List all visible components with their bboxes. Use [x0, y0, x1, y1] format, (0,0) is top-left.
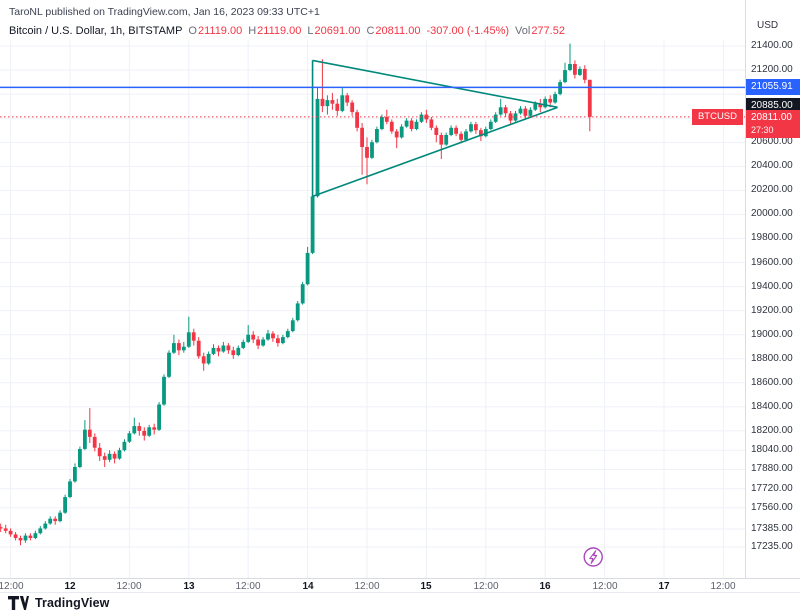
close-value: 20811.00 — [375, 25, 421, 37]
price-axis-label: 21400.00 — [751, 40, 793, 51]
time-axis-label: 13 — [183, 581, 195, 592]
footer-bar: TradingView — [0, 592, 800, 612]
time-axis-label: 12:00 — [235, 581, 261, 592]
time-axis-label: 17 — [658, 581, 670, 592]
volume: Vol277.52 — [515, 25, 565, 37]
last-price-value: 20811.00 — [751, 112, 792, 123]
candles-layer — [0, 43, 592, 546]
price-axis-label: 20000.00 — [751, 208, 793, 219]
volume-value: 277.52 — [531, 25, 565, 37]
ohlc-close: C20811.00 — [366, 25, 420, 37]
time-axis-label: 12:00 — [0, 581, 24, 592]
low-value: 20691.00 — [314, 25, 361, 37]
price-scale[interactable]: USD 21400.00 21200.00 20600.00 20400.00 2020… — [745, 0, 800, 578]
price-axis-label: 20200.00 — [751, 184, 793, 195]
price-axis-label: 18040.00 — [751, 444, 793, 455]
time-axis-label: 12:00 — [354, 581, 380, 592]
price-axis-label: 19000.00 — [751, 329, 793, 340]
close-label: C — [366, 25, 375, 37]
open-label: O — [188, 25, 197, 37]
price-axis-label: 20600.00 — [751, 136, 793, 147]
price-axis-label: 17385.00 — [751, 523, 793, 534]
price-axis-label: 17880.00 — [751, 463, 793, 474]
time-axis-label: 12 — [64, 581, 76, 592]
high-label: H — [248, 25, 257, 37]
time-axis-label: 12:00 — [473, 581, 499, 592]
pennant-drawing[interactable] — [311, 59, 558, 198]
hline-price-badge: 21055.91 — [746, 79, 800, 95]
time-axis-label: 16 — [539, 581, 551, 592]
time-axis-label: 12:00 — [592, 581, 618, 592]
last-price-badge: 20811.00 27:30 — [746, 110, 800, 138]
time-scale[interactable]: 12:00 12 12:00 13 12:00 14 12:00 15 12:00 16 12:00… — [0, 578, 800, 593]
flash-icon[interactable] — [583, 547, 603, 567]
price-axis-label: 19800.00 — [751, 232, 793, 243]
low-label: L — [307, 25, 314, 37]
price-axis-label: 19600.00 — [751, 257, 793, 268]
time-axis-label: 15 — [420, 581, 432, 592]
price-axis-label: 18200.00 — [751, 425, 793, 436]
tradingview-logo-icon[interactable] — [8, 595, 29, 610]
axis-currency-label: USD — [757, 20, 779, 31]
time-axis-label: 14 — [302, 581, 314, 592]
attribution-text: TaroNL published on TradingView.com, Jan… — [9, 6, 320, 18]
grid-layer — [0, 40, 745, 578]
symbol-title: Bitcoin / U.S. Dollar, 1h, BITSTAMP — [9, 25, 183, 37]
high-value: 21119.00 — [257, 25, 302, 37]
price-axis-label: 18800.00 — [751, 353, 793, 364]
open-value: 21119.00 — [197, 25, 243, 37]
price-axis-label: 18600.00 — [751, 377, 793, 388]
price-axis-label: 21200.00 — [751, 64, 793, 75]
price-axis-label: 19200.00 — [751, 305, 793, 316]
ohlc-high: H21119.00 — [248, 25, 301, 37]
tradingview-wordmark[interactable]: TradingView — [35, 595, 110, 610]
change-value: -307.00 (-1.45%) — [426, 25, 510, 37]
price-axis-label: 20400.00 — [751, 160, 793, 171]
price-axis-label: 17560.00 — [751, 502, 793, 513]
bar-countdown: 27:30 — [751, 125, 774, 135]
symbol-price-label: BTCUSD — [691, 109, 743, 125]
ohlc-low: L20691.00 — [307, 25, 360, 37]
price-axis-label: 17235.00 — [751, 541, 793, 552]
volume-label: Vol — [515, 25, 531, 37]
ohlc-open: O21119.00 — [188, 25, 242, 37]
price-axis-label: 19400.00 — [751, 281, 793, 292]
time-axis-label: 12:00 — [710, 581, 736, 592]
price-axis-label: 18400.00 — [751, 401, 793, 412]
symbol-legend: Bitcoin / U.S. Dollar, 1h, BITSTAMP O211… — [9, 25, 565, 37]
price-axis-label: 17720.00 — [751, 483, 793, 494]
time-axis-label: 12:00 — [116, 581, 142, 592]
